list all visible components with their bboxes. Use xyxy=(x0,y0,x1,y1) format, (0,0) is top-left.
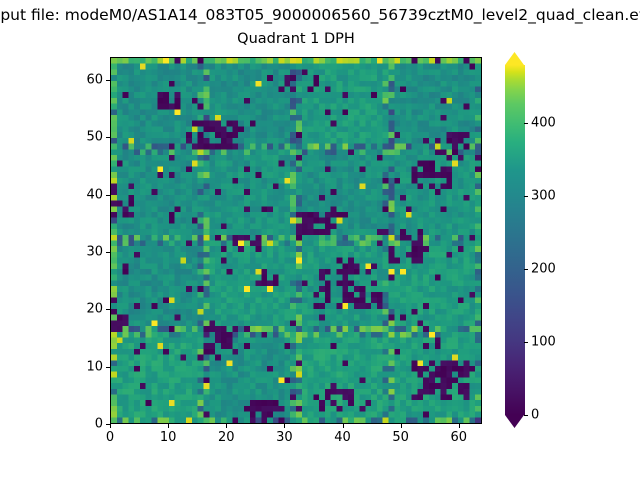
y-tick-mark xyxy=(106,366,110,368)
colorbar-under-arrow-icon xyxy=(505,415,524,428)
x-tick-label: 0 xyxy=(105,430,115,445)
x-tick-mark xyxy=(400,424,402,428)
x-tick-mark xyxy=(110,424,111,428)
y-tick-label: 50 xyxy=(86,129,103,145)
y-tick-label: 0 xyxy=(94,416,103,432)
heatmap-axes xyxy=(110,57,482,424)
y-tick-mark xyxy=(106,79,110,81)
colorbar-tick-mark xyxy=(524,342,528,344)
y-tick-label: 20 xyxy=(86,301,103,317)
figure-suptitle: Input file: modeM0/AS1A14_083T05_9000006… xyxy=(0,6,640,24)
colorbar-tick-label: 400 xyxy=(531,115,556,131)
y-tick-mark xyxy=(106,137,110,139)
y-tick-label: 10 xyxy=(86,359,103,375)
dph-heatmap-image xyxy=(111,58,481,423)
y-tick-mark xyxy=(106,309,110,311)
colorbar-gradient xyxy=(505,65,525,415)
y-tick-mark xyxy=(106,194,110,196)
x-tick-mark xyxy=(458,424,460,428)
colorbar-tick-mark xyxy=(524,123,528,125)
x-tick-label: 20 xyxy=(217,430,235,445)
x-tick-mark xyxy=(284,424,286,428)
y-tick-label: 60 xyxy=(86,72,103,88)
y-tick-label: 30 xyxy=(86,244,103,260)
y-tick-mark xyxy=(106,424,110,425)
colorbar-tick-mark xyxy=(524,415,528,416)
x-tick-mark xyxy=(342,424,344,428)
x-tick-mark xyxy=(168,424,170,428)
colorbar-tick-label: 0 xyxy=(531,407,540,423)
x-tick-mark xyxy=(226,424,228,428)
page-title: Quadrant 1 DPH xyxy=(237,31,355,47)
y-tick-mark xyxy=(106,251,110,253)
colorbar-tick-mark xyxy=(524,196,528,198)
x-tick-label: 60 xyxy=(450,430,468,445)
x-tick-label: 40 xyxy=(334,430,351,445)
x-tick-label: 50 xyxy=(392,430,409,445)
colorbar xyxy=(505,52,525,428)
colorbar-tick-label: 100 xyxy=(531,334,556,350)
colorbar-tick-label: 300 xyxy=(531,188,556,204)
figure-suptitle-clip: Input file: modeM0/AS1A14_083T05_9000006… xyxy=(0,5,640,27)
colorbar-over-arrow-icon xyxy=(505,52,524,65)
y-tick-label: 40 xyxy=(86,187,103,203)
colorbar-tick-mark xyxy=(524,269,528,271)
colorbar-tick-label: 200 xyxy=(531,261,556,277)
x-tick-label: 30 xyxy=(276,430,293,445)
x-tick-label: 10 xyxy=(159,430,177,445)
